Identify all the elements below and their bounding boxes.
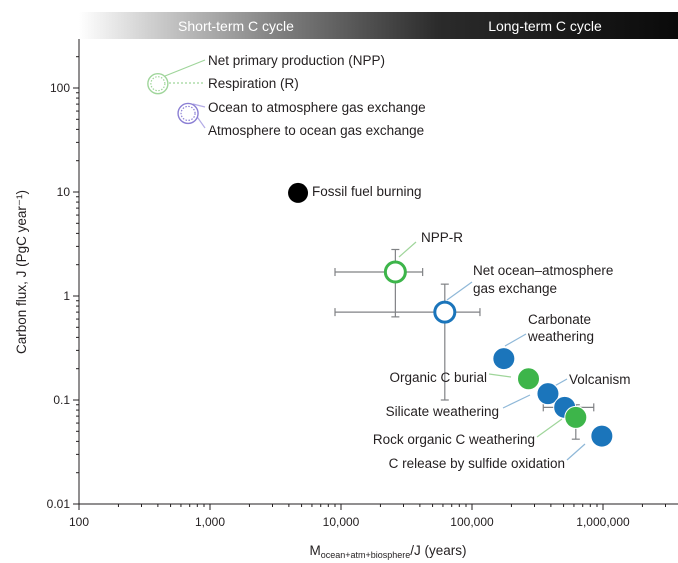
ann-net2: gas exchange <box>473 281 557 296</box>
ann-rockorg: Rock organic C weathering <box>373 432 535 447</box>
x-axis-label: Mocean+atm+biosphere/J (years) <box>309 543 466 560</box>
annotations: Net primary production (NPP) Respiration… <box>208 53 631 471</box>
connector-net <box>446 281 473 301</box>
x-tick-label: 1,000,000 <box>576 515 630 529</box>
connector-lines <box>164 59 586 461</box>
connector-sulfide <box>566 443 586 461</box>
data-points <box>147 72 614 448</box>
ann-o2a: Ocean to atmosphere gas exchange <box>208 100 426 115</box>
connector-burial <box>488 373 512 378</box>
x-tick-label: 10,000 <box>323 515 360 529</box>
y-tick-label: 100 <box>50 81 70 95</box>
point-sulfide <box>590 424 614 448</box>
connector-carb <box>504 333 527 347</box>
ann-npp: Net primary production (NPP) <box>208 53 385 68</box>
ann-sulfide: C release by sulfide oxidation <box>389 456 565 471</box>
x-tick-label: 1,000 <box>195 515 225 529</box>
point-inner-ring <box>180 105 196 121</box>
point-npp-r <box>383 260 407 284</box>
ann-net1: Net ocean–atmosphere <box>473 263 613 278</box>
point-fossil <box>288 182 309 203</box>
point-rock-org <box>564 405 588 429</box>
y-tick-label: 0.1 <box>53 393 70 407</box>
point-carbonate <box>492 347 516 371</box>
ann-a2o: Atmosphere to ocean gas exchange <box>208 123 424 138</box>
y-axis-label: Carbon flux, J (PgC year⁻¹) <box>14 190 29 354</box>
ann-resp: Respiration (R) <box>208 76 299 91</box>
ann-nppr: NPP-R <box>421 230 463 245</box>
ann-carb2: weathering <box>527 329 594 344</box>
y-tick-label: 10 <box>57 185 71 199</box>
x-axis-label-sub: ocean+atm+biosphere <box>321 550 411 560</box>
x-tick-label: 100 <box>69 515 89 529</box>
connector-o2a <box>192 103 206 108</box>
connector-silicate <box>502 394 531 409</box>
point-org-burial <box>517 367 541 391</box>
x-axis-label-tail: /J (years) <box>410 543 466 558</box>
point-net-ocean <box>433 300 457 324</box>
band-left-label: Short-term C cycle <box>178 18 294 34</box>
ann-burial: Organic C burial <box>389 370 487 385</box>
ann-volc: Volcanism <box>569 372 631 387</box>
cycle-band <box>79 12 678 39</box>
y-tick-label: 0.01 <box>47 497 71 511</box>
y-tick-label: 1 <box>63 289 70 303</box>
x-axis-label-main: M <box>309 543 320 558</box>
connector-rockorg <box>536 418 563 438</box>
axis-ticks: 100 1,000 10,000 100,000 1,000,000 0.01 0.1 1 10… <box>47 56 667 529</box>
point-inner-ring <box>150 76 166 92</box>
connector-npp <box>164 59 206 77</box>
ann-silicate: Silicate weathering <box>386 404 499 419</box>
band-right-label: Long-term C cycle <box>488 18 602 34</box>
point-silicate <box>536 382 560 406</box>
ann-fossil: Fossil fuel burning <box>312 184 422 199</box>
x-tick-label: 100,000 <box>450 515 494 529</box>
connector-nppr <box>398 241 417 258</box>
ann-carb1: Carbonate <box>528 312 591 327</box>
